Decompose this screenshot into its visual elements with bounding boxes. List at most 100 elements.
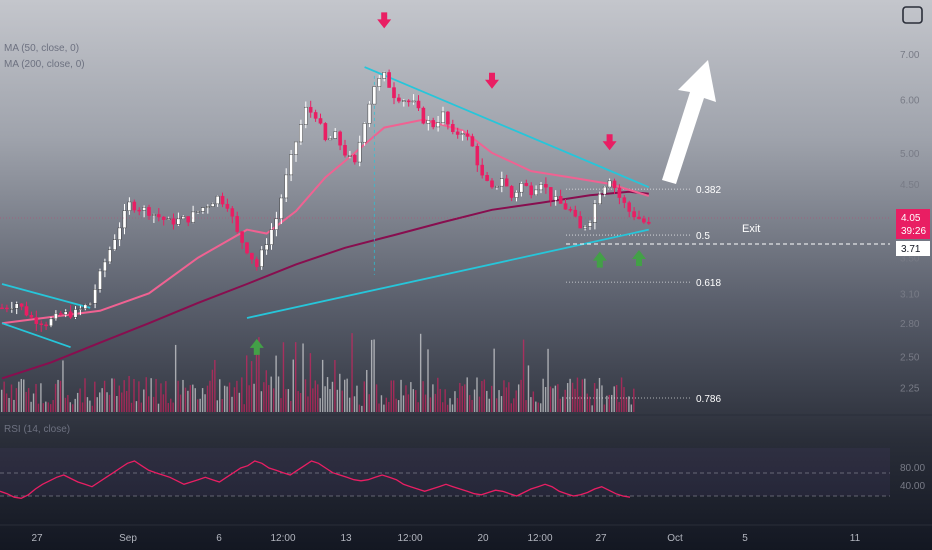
volume-bar — [393, 380, 395, 412]
volume-bar — [35, 383, 37, 412]
volume-bar — [601, 385, 603, 412]
candle-body — [504, 178, 509, 187]
volume-bar — [630, 404, 633, 412]
volume-bar — [437, 377, 439, 412]
candle-body — [514, 191, 519, 198]
candle-body — [250, 252, 254, 260]
volume-bar — [113, 378, 116, 412]
candle-body — [607, 180, 612, 188]
time-tick-label: 27 — [31, 533, 43, 544]
volume-bar — [397, 400, 400, 412]
current-price-badge: 4.05 39:26 — [896, 209, 930, 239]
candle-body — [5, 307, 9, 310]
volume-bar — [123, 380, 125, 412]
candle-body — [88, 303, 92, 306]
ma200-legend[interactable]: MA (200, close, 0) — [4, 59, 85, 70]
volume-bar — [277, 376, 280, 412]
volume-bar — [346, 378, 348, 412]
candle-body — [304, 106, 308, 125]
candle-body — [279, 197, 284, 220]
volume-bar — [197, 399, 199, 412]
volume-bar — [287, 389, 290, 412]
candle-body — [191, 211, 195, 223]
volume-bar — [410, 382, 412, 412]
volume-bar — [498, 390, 500, 412]
volume-bar — [221, 399, 223, 412]
volume-bar — [336, 389, 339, 412]
candle-body — [284, 174, 289, 199]
volume-bar — [515, 390, 517, 412]
volume-bar — [233, 387, 236, 412]
candle-body — [294, 141, 298, 155]
volume-bars — [1, 333, 635, 412]
candle-body — [156, 214, 161, 218]
volume-bar — [581, 379, 584, 412]
volume-bar — [378, 403, 380, 412]
volume-bar — [503, 380, 505, 412]
volume-bar — [157, 403, 160, 412]
volume-bar — [15, 388, 18, 412]
exit-price-badge: 3.71 — [896, 241, 930, 256]
volume-bar — [559, 398, 561, 412]
countdown-value: 39:26 — [901, 226, 926, 237]
volume-bar — [309, 353, 312, 412]
volume-bar — [476, 377, 478, 412]
volume-bar — [216, 400, 218, 412]
candle-body — [470, 136, 475, 147]
fib-label: 0.5 — [696, 231, 710, 242]
candle-body — [49, 318, 53, 327]
volume-bar — [554, 385, 557, 412]
candle-body — [245, 242, 249, 254]
volume-bar — [402, 395, 405, 412]
candle-body — [122, 210, 127, 229]
volume-bar — [182, 379, 184, 412]
volume-bar — [223, 385, 226, 412]
volume-bar — [52, 400, 54, 412]
time-axis[interactable]: 27 Sep 6 12:00 13 12:00 20 12:00 27 Oct 5 11 — [31, 533, 860, 544]
volume-bar — [623, 387, 625, 412]
volume-bar — [424, 394, 427, 412]
volume-bar — [304, 379, 307, 412]
volume-bar — [138, 381, 140, 412]
volume-bar — [160, 383, 162, 412]
candle-body — [558, 196, 563, 204]
volume-bar — [495, 398, 498, 412]
volume-bar — [571, 382, 574, 412]
candle-body — [539, 184, 543, 191]
ma50-legend[interactable]: MA (50, close, 0) — [4, 43, 79, 54]
volume-bar — [69, 402, 71, 412]
volume-bar — [446, 404, 449, 412]
price-tick-label: 3.10 — [900, 289, 920, 300]
volume-bar — [341, 390, 343, 412]
volume-bar — [246, 355, 248, 412]
candle-body — [573, 209, 578, 217]
down-arrow-icon — [377, 12, 392, 29]
candle-body — [196, 211, 200, 213]
candle-body — [593, 203, 597, 223]
rsi-axis-80: 80.00 — [900, 463, 925, 474]
screenshot-icon[interactable] — [902, 6, 923, 24]
candle-body — [553, 196, 558, 201]
candle-body — [602, 186, 607, 195]
volume-bar — [419, 333, 422, 412]
volume-bar — [366, 369, 368, 412]
candle-body — [78, 308, 83, 310]
rsi-label[interactable]: RSI (14, close) — [4, 424, 70, 435]
rsi-band — [0, 448, 890, 496]
volume-bar — [540, 403, 542, 412]
fib-label: 0.618 — [696, 278, 721, 289]
candle-body — [509, 185, 514, 198]
volume-bar — [23, 379, 25, 412]
volume-bar — [121, 392, 123, 412]
volume-bar — [375, 384, 378, 412]
candle-body — [235, 216, 240, 232]
down-arrow-icon — [602, 134, 617, 151]
ma50-line — [1, 118, 650, 325]
volume-bar — [250, 361, 253, 412]
volume-bar — [241, 377, 243, 412]
volume-bar — [324, 386, 326, 412]
volume-bar — [236, 380, 238, 412]
volume-bar — [405, 385, 407, 412]
volume-bar — [625, 397, 628, 412]
